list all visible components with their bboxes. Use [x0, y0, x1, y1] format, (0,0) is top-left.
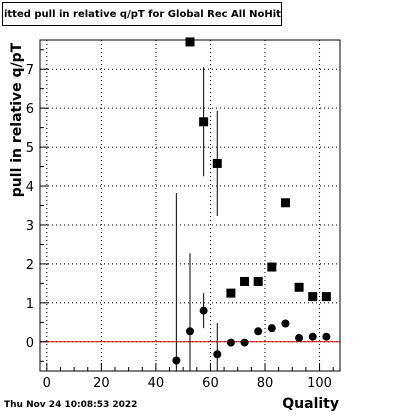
- data-point-square: [267, 262, 277, 272]
- data-point-square: [308, 292, 318, 302]
- data-point-square: [294, 282, 304, 292]
- data-point-circle: [267, 324, 276, 333]
- y-tick-label: 6: [26, 102, 34, 117]
- x-axis-label: Quality: [282, 396, 339, 412]
- data-point-square: [185, 37, 195, 47]
- data-point-square: [280, 198, 290, 208]
- y-tick-label: 1: [26, 297, 34, 312]
- x-tick-label: 20: [93, 376, 110, 391]
- y-tick-label: 2: [26, 258, 34, 273]
- timestamp: Thu Nov 24 10:08:53 2022: [4, 400, 138, 410]
- data-point-square: [253, 276, 263, 286]
- x-tick-label: 0: [43, 376, 51, 391]
- data-point-circle: [295, 333, 304, 342]
- data-point-square: [321, 292, 331, 302]
- y-tick-label: 7: [26, 63, 34, 78]
- x-tick-label: 40: [148, 376, 165, 391]
- data-point-circle: [240, 338, 249, 347]
- data-point-circle: [254, 327, 263, 336]
- y-tick-label: 0: [26, 336, 34, 351]
- y-tick-label: 3: [26, 219, 34, 234]
- data-point-circle: [281, 319, 290, 328]
- chart-title: Fitted pull in relative q/pT for Global …: [2, 2, 282, 26]
- data-point-circle: [308, 332, 317, 341]
- data-point-circle: [322, 332, 331, 341]
- x-tick-label: 60: [202, 376, 219, 391]
- y-tick-label: 5: [26, 141, 34, 156]
- data-point-circle: [226, 338, 235, 347]
- x-tick-label: 100: [307, 376, 332, 391]
- data-point-circle: [213, 350, 222, 359]
- x-tick-label: 80: [257, 376, 274, 391]
- data-point-square: [226, 288, 236, 298]
- data-point-square: [240, 276, 250, 286]
- data-point-circle: [186, 327, 194, 336]
- data-point-circle: [199, 306, 208, 315]
- data-point-circle: [172, 356, 181, 365]
- y-tick-label: 4: [26, 180, 34, 195]
